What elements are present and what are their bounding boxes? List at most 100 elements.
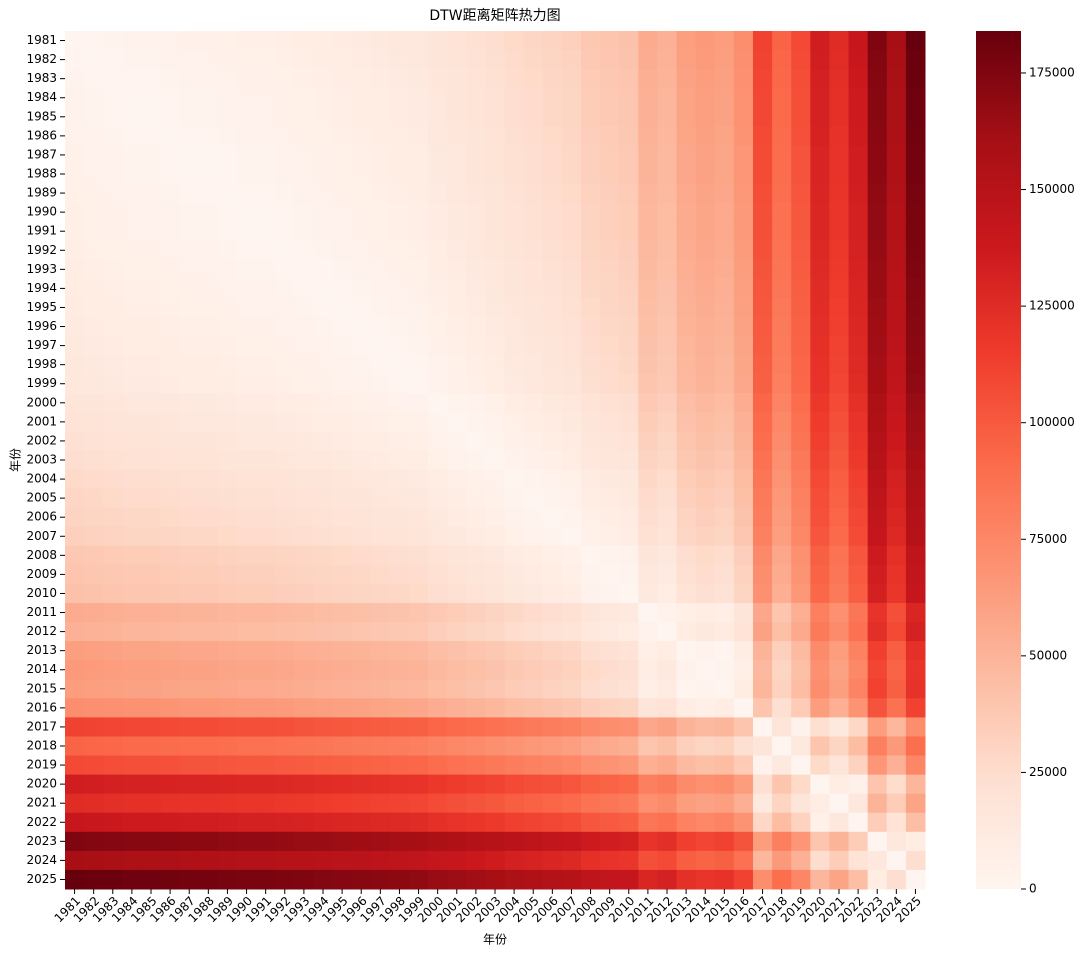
cell (867, 469, 888, 490)
cell (867, 107, 888, 127)
cell (217, 259, 238, 280)
cell (676, 564, 697, 585)
cell (905, 850, 926, 871)
cell (141, 450, 162, 471)
cell (791, 469, 811, 490)
cell (103, 507, 123, 528)
cell (791, 50, 811, 70)
cell (791, 603, 811, 623)
cell (619, 221, 639, 242)
cell (676, 755, 697, 776)
cell (198, 88, 219, 108)
cell (275, 622, 295, 642)
cell (389, 202, 410, 223)
y-tick-label: 2009 (26, 567, 57, 581)
cell (122, 717, 142, 737)
x-axis-label: 年份 (483, 933, 507, 947)
cell (198, 869, 219, 890)
cell (447, 336, 467, 356)
cell (561, 355, 582, 375)
cell (160, 869, 181, 890)
cell (389, 145, 410, 165)
cell (542, 221, 563, 242)
cell (65, 164, 85, 185)
cell (848, 641, 869, 661)
cell (313, 336, 334, 356)
cell (141, 850, 162, 871)
cell (256, 583, 276, 604)
cell (772, 374, 792, 394)
cell (160, 164, 181, 185)
cell (485, 622, 506, 642)
cell (581, 812, 601, 833)
cell (103, 488, 123, 509)
cell (829, 126, 850, 146)
cell (466, 355, 486, 375)
cell (122, 145, 142, 165)
cell (600, 221, 620, 242)
cell (753, 393, 773, 413)
cell (848, 850, 869, 871)
cell (791, 164, 811, 185)
cell (886, 69, 907, 89)
cell (313, 850, 334, 871)
cell (581, 831, 601, 852)
cell (905, 374, 926, 394)
cell (428, 50, 448, 70)
cell (65, 107, 85, 127)
cell (84, 793, 104, 814)
cell (103, 717, 123, 737)
cell (695, 736, 716, 757)
cell (179, 431, 200, 451)
cell (867, 374, 888, 394)
cell (619, 107, 639, 127)
cell (466, 240, 486, 261)
cell (409, 736, 429, 757)
cell (447, 545, 467, 566)
cell (657, 736, 678, 757)
cell (389, 526, 410, 547)
cell (84, 278, 104, 299)
cell (275, 355, 295, 375)
chart-title: DTW距离矩阵热力图 (429, 7, 560, 24)
cell (791, 660, 811, 680)
cell (581, 431, 601, 451)
cell (198, 412, 219, 432)
cell (198, 374, 219, 394)
cell (657, 374, 678, 394)
cell (332, 431, 353, 451)
cell (657, 488, 678, 509)
cell (638, 69, 658, 89)
cell (676, 736, 697, 757)
cell (561, 450, 582, 471)
cell (523, 450, 544, 471)
cell (428, 393, 448, 413)
cell (466, 412, 486, 432)
cell (351, 812, 372, 833)
cell (886, 50, 907, 70)
cell (179, 450, 200, 471)
cell (370, 431, 391, 451)
cell (65, 507, 85, 528)
cell (141, 107, 162, 127)
cell (542, 259, 563, 280)
cell (753, 507, 773, 528)
cell (714, 564, 735, 585)
cell (485, 202, 506, 223)
cell (179, 88, 200, 108)
cell (409, 88, 429, 108)
cell (179, 259, 200, 280)
cell (676, 145, 697, 165)
cell (389, 774, 410, 795)
cell (733, 564, 754, 585)
cell (370, 145, 391, 165)
cell (447, 183, 467, 204)
cell (829, 259, 850, 280)
cell (810, 526, 830, 547)
cell (676, 31, 697, 51)
cell (256, 564, 276, 585)
cell (141, 297, 162, 318)
cell (829, 850, 850, 871)
y-tick-label: 1992 (26, 243, 57, 257)
cell (466, 660, 486, 680)
